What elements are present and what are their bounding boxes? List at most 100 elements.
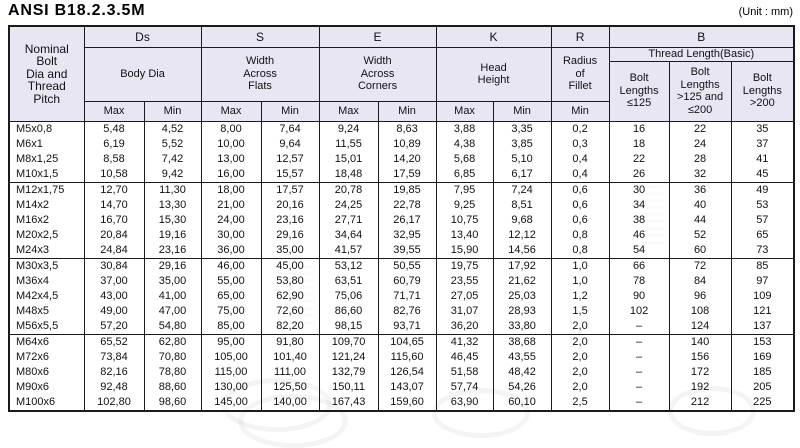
value-cell: 18,48 (318, 166, 379, 182)
value-cell: 167,43 (318, 394, 379, 411)
row-label-cell: M12x1,75 (8, 181, 85, 198)
value-cell: 20,16 (260, 197, 320, 213)
value-cell: 43,00 (83, 288, 145, 304)
value-cell: 121,24 (318, 349, 379, 365)
table-row: M56x5,5 57,20 54,80 85,00 82,20 98,15 93,71 36,… (8, 318, 795, 334)
value-cell: 4,52 (143, 120, 202, 137)
value-cell: 5,52 (143, 136, 202, 152)
value-cell: 225 (730, 394, 795, 411)
value-cell: 23,16 (260, 212, 320, 228)
value-cell: 82,16 (83, 364, 145, 380)
table-row: M48x5 49,00 47,00 75,00 72,60 86,60 82,76 31,07… (8, 303, 795, 319)
value-cell: 85,00 (200, 318, 262, 334)
row-label-cell: M5x0,8 (8, 120, 85, 137)
value-cell: 5,68 (435, 151, 494, 167)
value-cell: 48,42 (492, 364, 552, 380)
value-cell: 9,42 (143, 166, 202, 182)
value-cell: 17,59 (377, 166, 437, 182)
row-label-cell: M10x1,5 (8, 166, 85, 182)
value-cell: 50,55 (377, 257, 437, 274)
value-cell: 38,68 (492, 333, 552, 350)
value-cell: 10,00 (200, 136, 262, 152)
value-cell: 115,00 (200, 364, 262, 380)
row-label-cell: M80x6 (8, 364, 85, 380)
table-row: M36x4 37,00 35,00 55,00 53,80 63,51 60,79 23,55… (8, 273, 795, 289)
value-cell: 84 (668, 273, 732, 289)
value-cell: 15,57 (260, 166, 320, 182)
value-cell: 3,35 (492, 120, 552, 137)
value-cell: 111,00 (260, 364, 320, 380)
table-row: M8x1,25 8,58 7,42 13,00 12,57 15,01 14,20 5,68 5… (8, 151, 795, 167)
value-cell: 109 (730, 288, 795, 304)
value-cell: 11,55 (318, 136, 379, 152)
value-cell: 130,00 (200, 379, 262, 395)
value-cell: 24,00 (200, 212, 262, 228)
value-cell: 0,8 (550, 227, 610, 243)
value-cell: 10,89 (377, 136, 437, 152)
value-cell: 125,50 (260, 379, 320, 395)
col-header-width-across-corners: Width Across Corners (318, 46, 437, 102)
row-label-cell: M6x1 (8, 136, 85, 152)
row-label-cell: M56x5,5 (8, 318, 85, 334)
value-cell: 0,4 (550, 151, 610, 167)
value-cell: 8,00 (200, 120, 262, 137)
value-cell: 4,38 (435, 136, 494, 152)
row-label-cell: M36x4 (8, 273, 85, 289)
row-label-cell: M100x6 (8, 394, 85, 411)
value-cell: 1,0 (550, 257, 610, 274)
value-cell: 70,80 (143, 349, 202, 365)
subcol-header-max: Max (200, 100, 262, 122)
table-row: M90x6 92,48 88,60 130,00 125,50 150,11 143,07 5… (8, 379, 795, 395)
value-cell: 2,5 (550, 394, 610, 411)
value-cell: 17,92 (492, 257, 552, 274)
col-header-body-dia: Body Dia (83, 46, 202, 102)
row-label-cell: M90x6 (8, 379, 85, 395)
value-cell: 16,00 (200, 166, 262, 182)
value-cell: 7,42 (143, 151, 202, 167)
value-cell: 16,70 (83, 212, 145, 228)
value-cell: 22,78 (377, 197, 437, 213)
table-row: M14x2 14,70 13,30 21,00 20,16 24,25 22,78 9,25 8… (8, 197, 795, 213)
subcol-header-max: Max (83, 100, 145, 122)
value-cell: 95,00 (200, 333, 262, 350)
header-row-bolt-lengths: Bolt Lengths ≤125 Bolt Lengths >125 and … (9, 60, 795, 122)
row-label-cell: M20x2,5 (8, 227, 85, 243)
value-cell: 47,00 (143, 303, 202, 319)
value-cell: – (608, 364, 670, 380)
value-cell: 192 (668, 379, 732, 395)
value-cell: – (608, 318, 670, 334)
table-row: M80x6 82,16 78,80 115,00 111,00 132,79 126,54 5… (8, 364, 795, 380)
table-row: M20x2,5 20,84 19,16 30,00 29,16 34,64 32,95 13,… (8, 227, 795, 243)
value-cell: 9,25 (435, 197, 494, 213)
value-cell: 41,32 (435, 333, 494, 350)
value-cell: 185 (730, 364, 795, 380)
value-cell: 35,00 (143, 273, 202, 289)
value-cell: 0,6 (550, 212, 610, 228)
value-cell: 2,0 (550, 349, 610, 365)
col-header-thread-length-basic: Thread Length(Basic) (608, 46, 795, 62)
value-cell: 45 (730, 166, 795, 182)
value-cell: 15,30 (143, 212, 202, 228)
value-cell: 159,60 (377, 394, 437, 411)
col-header-b: B (608, 25, 795, 48)
value-cell: 20,84 (83, 227, 145, 243)
col-header-ds: Ds (83, 25, 202, 48)
page: ANSI B18.2.3.5M (Unit : mm) Nominal Bolt… (8, 2, 796, 448)
value-cell: 21,62 (492, 273, 552, 289)
value-cell: 23,16 (143, 242, 202, 258)
value-cell: 72,60 (260, 303, 320, 319)
row-label-cell: M72x6 (8, 349, 85, 365)
value-cell: 40 (668, 197, 732, 213)
value-cell: 25,03 (492, 288, 552, 304)
value-cell: 30,84 (83, 257, 145, 274)
value-cell: 9,64 (260, 136, 320, 152)
value-cell: 14,20 (377, 151, 437, 167)
value-cell: 22 (608, 151, 670, 167)
value-cell: 41 (730, 151, 795, 167)
value-cell: 7,64 (260, 120, 320, 137)
value-cell: 41,00 (143, 288, 202, 304)
value-cell: 26,17 (377, 212, 437, 228)
value-cell: 91,80 (260, 333, 320, 350)
value-cell: 6,85 (435, 166, 494, 182)
value-cell: 52 (668, 227, 732, 243)
